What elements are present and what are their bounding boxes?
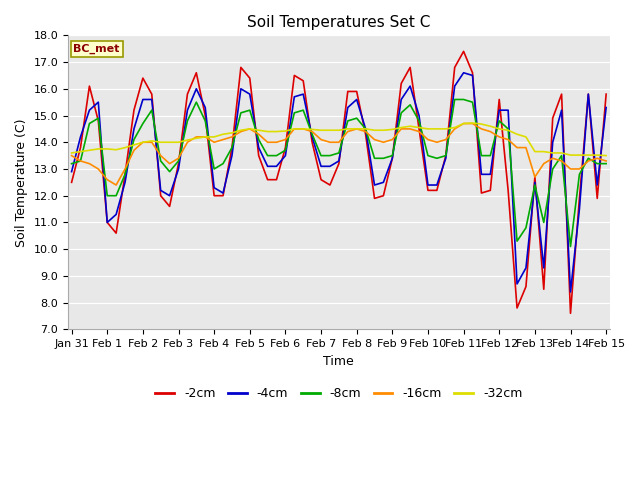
X-axis label: Time: Time xyxy=(323,355,354,368)
Text: BC_met: BC_met xyxy=(74,44,120,54)
Y-axis label: Soil Temperature (C): Soil Temperature (C) xyxy=(15,118,28,247)
Title: Soil Temperatures Set C: Soil Temperatures Set C xyxy=(247,15,431,30)
Legend: -2cm, -4cm, -8cm, -16cm, -32cm: -2cm, -4cm, -8cm, -16cm, -32cm xyxy=(150,383,527,406)
